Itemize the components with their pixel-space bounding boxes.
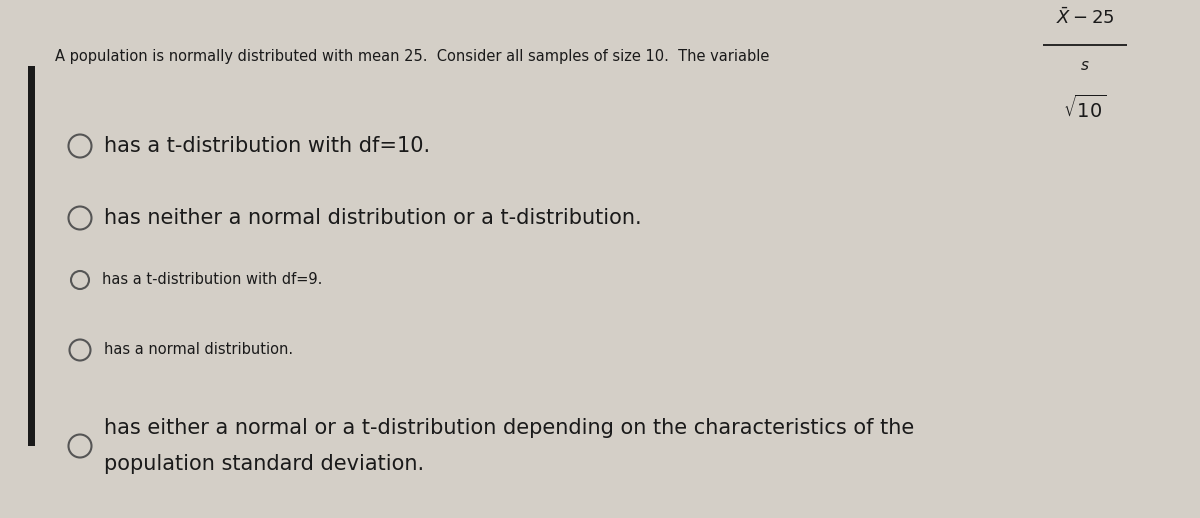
- Text: $\bar{X}-25$: $\bar{X}-25$: [1056, 8, 1115, 28]
- Bar: [28, 66, 35, 446]
- Text: A population is normally distributed with mean 25.  Consider all samples of size: A population is normally distributed wit…: [55, 49, 769, 64]
- Text: has a normal distribution.: has a normal distribution.: [103, 342, 293, 357]
- Text: has a t-distribution with df=10.: has a t-distribution with df=10.: [104, 136, 431, 156]
- Text: has a t-distribution with df=9.: has a t-distribution with df=9.: [102, 272, 323, 287]
- Text: $\sqrt{10}$: $\sqrt{10}$: [1063, 94, 1106, 122]
- Text: has either a normal or a t-distribution depending on the characteristics of the: has either a normal or a t-distribution …: [104, 418, 914, 438]
- Text: has neither a normal distribution or a t-distribution.: has neither a normal distribution or a t…: [104, 208, 642, 228]
- Text: $s$: $s$: [1080, 59, 1090, 73]
- Text: population standard deviation.: population standard deviation.: [104, 454, 425, 474]
